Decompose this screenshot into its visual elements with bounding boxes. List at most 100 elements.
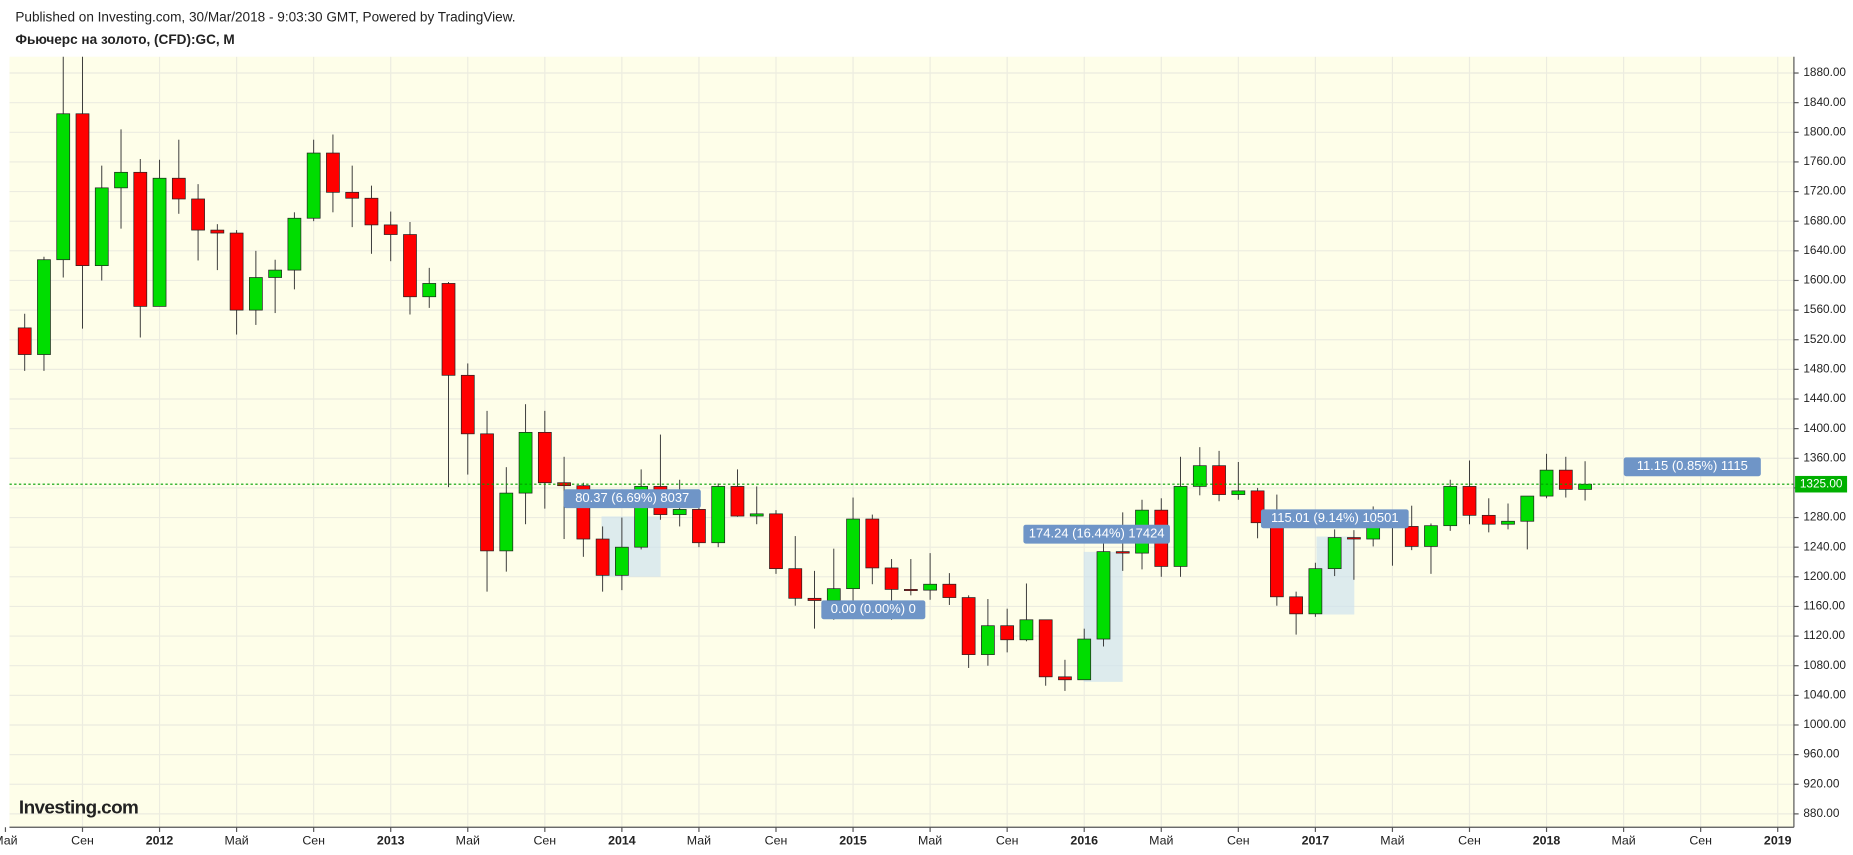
annotation-box — [821, 600, 926, 620]
candle-body — [1173, 486, 1188, 567]
y-tick-label: 880.00 — [1803, 806, 1840, 820]
last-price-tag — [1795, 475, 1848, 493]
y-tick-label: 1680.00 — [1803, 213, 1846, 227]
last-price-label: 1325.00 — [1800, 476, 1843, 490]
candle-body — [537, 431, 552, 484]
y-tick-label: 1720.00 — [1803, 184, 1846, 198]
candle-body — [17, 327, 32, 355]
annotation: 0.00 (0.00%) 0 — [831, 601, 916, 616]
x-tick-label: Май — [918, 834, 942, 848]
candle-body — [518, 431, 533, 494]
candle-body — [287, 217, 302, 271]
candle-body — [37, 259, 51, 355]
plot-background — [9, 56, 1794, 828]
annotation: 174.24 (16.44%) 17424 — [1029, 526, 1165, 541]
x-tick-label: 2018 — [1533, 834, 1561, 848]
y-tick-label: 1240.00 — [1803, 539, 1846, 553]
candle-body — [692, 509, 706, 544]
x-tick-label: Сен — [765, 834, 788, 848]
candle-body — [345, 191, 360, 199]
annotation: 115.01 (9.14%) 10501 — [1271, 510, 1399, 525]
y-tick-label: 1840.00 — [1803, 95, 1846, 109]
y-tick-label: 1520.00 — [1803, 332, 1846, 346]
candle-body — [1077, 638, 1092, 681]
candle-body — [1404, 526, 1419, 547]
y-tick-label: 1560.00 — [1803, 302, 1846, 316]
candle-body — [152, 177, 167, 307]
candle-body — [75, 113, 90, 267]
x-tick-label: Сен — [996, 834, 1019, 848]
candle-body — [1501, 520, 1515, 525]
x-tick-label: Май — [1380, 834, 1404, 848]
x-tick-label: 2019 — [1764, 834, 1792, 848]
candle-body — [1000, 625, 1015, 641]
candle-body — [364, 197, 379, 226]
x-tick-label: Сен — [302, 834, 325, 848]
candle-body — [846, 518, 860, 590]
candle-body — [595, 538, 610, 576]
y-tick-label: 1080.00 — [1803, 658, 1846, 672]
x-tick-label: 2017 — [1302, 834, 1330, 848]
candle-body — [1558, 469, 1573, 490]
candle-body — [807, 597, 822, 601]
x-tick-label: Сен — [1227, 834, 1250, 848]
candle-body — [769, 513, 783, 570]
candle-body — [826, 588, 841, 601]
candle-body — [903, 589, 918, 591]
x-tick-label: 2014 — [608, 834, 636, 848]
candle-body — [615, 546, 629, 576]
y-tick-label: 1640.00 — [1803, 243, 1846, 257]
candle-body — [114, 171, 128, 189]
annotation: 80.37 (6.69%) 8037 — [575, 490, 689, 505]
logo: Investing.com — [19, 797, 138, 818]
x-tick-label: 2012 — [146, 834, 174, 848]
x-tick-label: Май — [687, 834, 711, 848]
y-tick-label: 1120.00 — [1803, 628, 1845, 642]
candle-body — [1578, 483, 1592, 490]
candle-body — [56, 113, 71, 261]
candle-body — [1212, 465, 1226, 495]
candle-body — [749, 513, 764, 517]
y-tick-label: 960.00 — [1803, 747, 1840, 761]
candle-body — [1462, 486, 1477, 516]
annotation-box — [1023, 524, 1170, 544]
candle-body — [191, 198, 205, 231]
candle-body — [133, 171, 148, 307]
y-tick-label: 1440.00 — [1803, 391, 1846, 405]
candle-body — [1115, 551, 1130, 554]
candle-body — [1289, 596, 1303, 615]
candle-body — [499, 492, 514, 552]
x-tick-label: Май — [0, 834, 18, 848]
x-tick-label: Сен — [1458, 834, 1481, 848]
y-tick-label: 1480.00 — [1803, 361, 1846, 375]
x-tick-label: Сен — [1689, 834, 1712, 848]
candle-body — [730, 486, 745, 517]
candle-body — [1539, 469, 1554, 497]
x-tick-label: Май — [1611, 834, 1635, 848]
candle-body — [422, 283, 437, 298]
candle-body — [1019, 619, 1034, 641]
y-tick-label: 1200.00 — [1803, 569, 1846, 583]
candle-body — [1366, 526, 1381, 540]
y-tick-label: 1800.00 — [1803, 124, 1846, 138]
y-tick-label: 920.00 — [1803, 776, 1840, 790]
candle-body — [480, 433, 494, 552]
candle-body — [1270, 522, 1284, 598]
candle-body — [1347, 537, 1361, 540]
candle-body — [1443, 486, 1458, 527]
candle-body — [711, 486, 726, 544]
y-tick-label: 1280.00 — [1803, 510, 1846, 524]
candle-body — [268, 269, 282, 278]
measure-box — [601, 516, 661, 577]
x-tick-label: 2015 — [839, 834, 867, 848]
y-tick-label: 1400.00 — [1803, 421, 1846, 435]
candle-body — [229, 232, 244, 311]
candle-body — [403, 234, 417, 298]
candle-body — [1231, 490, 1246, 495]
candle-body — [210, 229, 225, 234]
candle-body — [1096, 551, 1111, 640]
candle-body — [1038, 619, 1053, 678]
candle-body — [865, 518, 880, 569]
candle-body — [1520, 495, 1535, 522]
